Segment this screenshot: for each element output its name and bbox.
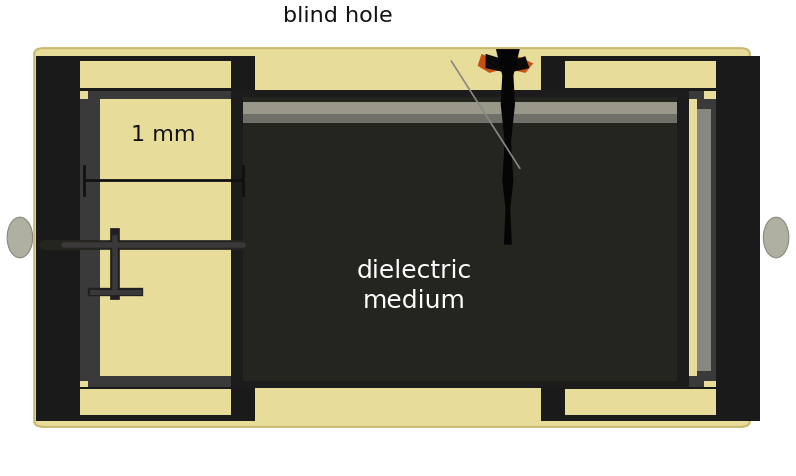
Bar bbox=[553, 376, 704, 402]
Bar bbox=[80, 62, 231, 89]
Bar bbox=[565, 62, 716, 89]
Ellipse shape bbox=[763, 218, 789, 258]
Bar bbox=[243, 98, 677, 381]
Bar bbox=[72, 100, 100, 381]
Bar bbox=[80, 389, 231, 415]
Bar bbox=[565, 389, 716, 415]
Bar bbox=[88, 376, 239, 402]
Polygon shape bbox=[496, 50, 520, 245]
Bar bbox=[553, 74, 704, 100]
Bar bbox=[243, 102, 677, 117]
Text: 1 mm: 1 mm bbox=[131, 125, 196, 145]
Bar bbox=[36, 387, 255, 421]
Bar bbox=[716, 76, 760, 402]
Bar bbox=[541, 387, 760, 421]
Bar bbox=[231, 90, 689, 388]
Bar bbox=[36, 76, 80, 402]
Bar bbox=[88, 74, 239, 100]
Bar bbox=[36, 57, 255, 91]
Text: blind hole: blind hole bbox=[283, 6, 393, 26]
FancyBboxPatch shape bbox=[34, 49, 750, 427]
Bar bbox=[243, 115, 677, 124]
Polygon shape bbox=[478, 55, 533, 74]
Bar bbox=[541, 57, 760, 91]
Bar bbox=[696, 109, 711, 371]
Ellipse shape bbox=[7, 218, 33, 258]
Text: dielectric
medium: dielectric medium bbox=[357, 259, 471, 312]
Polygon shape bbox=[486, 55, 529, 74]
Bar bbox=[696, 100, 724, 381]
